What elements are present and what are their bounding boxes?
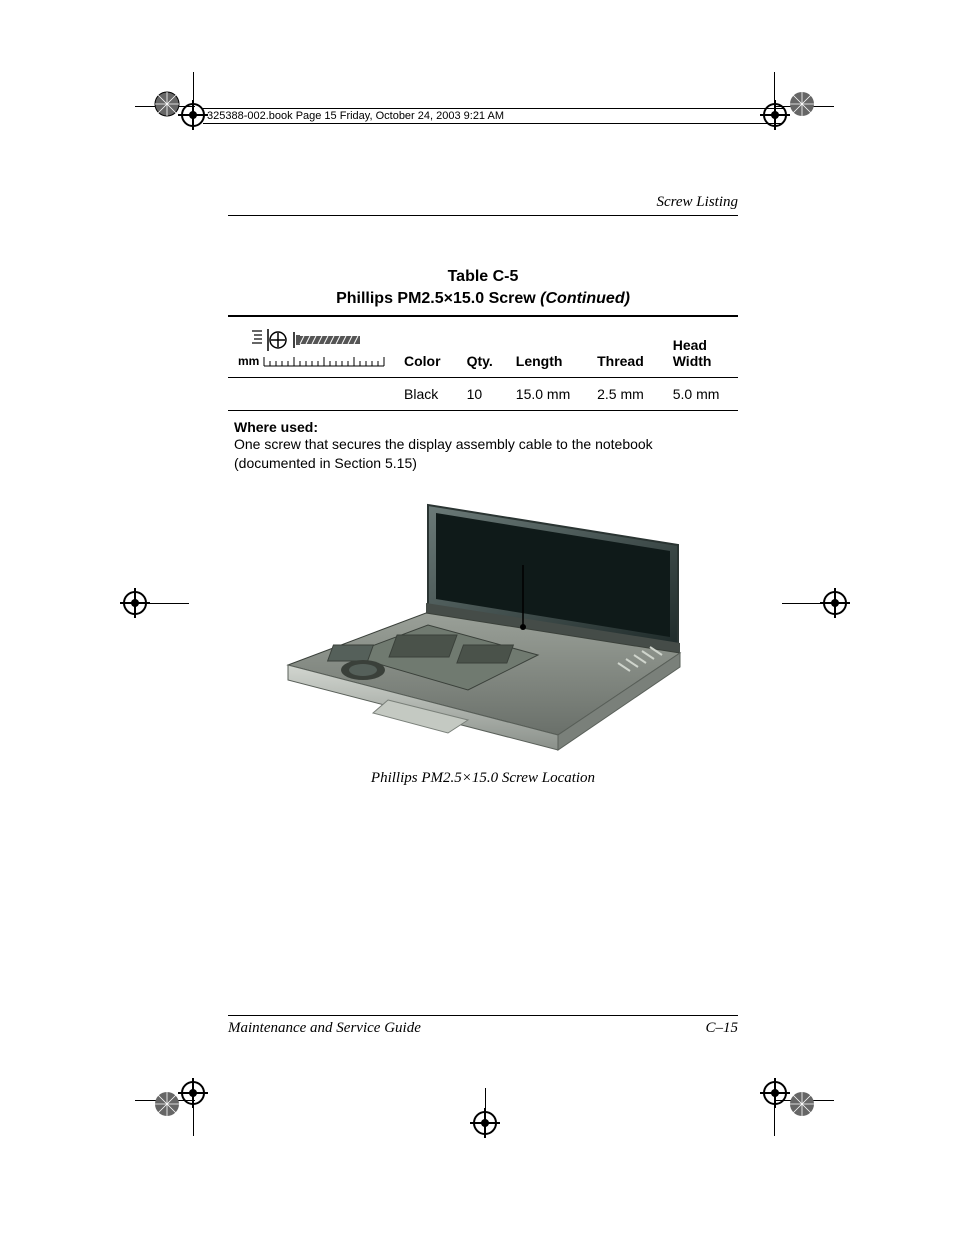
- table-title-line2: Phillips PM2.5×15.0 Screw (Continued): [228, 288, 738, 310]
- cell-length: 15.0 mm: [510, 378, 591, 411]
- col-qty: Qty.: [461, 316, 510, 378]
- cell-thread: 2.5 mm: [591, 378, 667, 411]
- reg-mark-icon: [178, 1078, 208, 1108]
- where-used-label: Where used:: [234, 419, 732, 435]
- section-header: Screw Listing: [228, 194, 738, 216]
- table-header-row: mm Color Qty.: [228, 316, 738, 378]
- footer-left: Maintenance and Service Guide: [228, 1020, 421, 1037]
- cell-color: Black: [398, 378, 461, 411]
- table-title-line1: Table C-5: [228, 266, 738, 288]
- corner-dot-icon: [788, 90, 816, 118]
- spec-table: mm Color Qty.: [228, 315, 738, 481]
- content-block: Screw Listing Table C-5 Phillips PM2.5×1…: [228, 194, 738, 787]
- col-head-width: Head Width: [667, 316, 738, 378]
- where-used-text: One screw that secures the display assem…: [234, 435, 732, 473]
- page-root: 325388-002.book Page 15 Friday, October …: [0, 0, 954, 1235]
- mm-label: mm: [238, 354, 259, 368]
- reg-mark-icon: [760, 1078, 790, 1108]
- page-footer: Maintenance and Service Guide C–15: [228, 1015, 738, 1037]
- corner-dot-icon: [788, 1090, 816, 1118]
- col-length: Length: [510, 316, 591, 378]
- reg-mark-icon: [470, 1108, 500, 1138]
- table-title: Table C-5 Phillips PM2.5×15.0 Screw (Con…: [228, 266, 738, 309]
- corner-dot-icon: [153, 1090, 181, 1118]
- book-header-bar: 325388-002.book Page 15 Friday, October …: [203, 108, 783, 124]
- laptop-illustration: [278, 495, 688, 755]
- footer-right: C–15: [705, 1020, 738, 1037]
- screw-ruler-icon: mm: [234, 327, 389, 369]
- col-color: Color: [398, 316, 461, 378]
- reg-mark-icon: [820, 588, 850, 618]
- figure: Phillips PM2.5×15.0 Screw Location: [228, 495, 738, 787]
- where-used-row: Where used: One screw that secures the d…: [228, 411, 738, 481]
- corner-dot-icon: [153, 90, 181, 118]
- col-thread: Thread: [591, 316, 667, 378]
- figure-caption: Phillips PM2.5×15.0 Screw Location: [228, 770, 738, 787]
- cell-head-width: 5.0 mm: [667, 378, 738, 411]
- cell-qty: 10: [461, 378, 510, 411]
- book-header-text: 325388-002.book Page 15 Friday, October …: [207, 110, 504, 122]
- table-row: Black 10 15.0 mm 2.5 mm 5.0 mm: [228, 378, 738, 411]
- reg-mark-icon: [120, 588, 150, 618]
- screw-icon-cell: mm: [228, 316, 398, 378]
